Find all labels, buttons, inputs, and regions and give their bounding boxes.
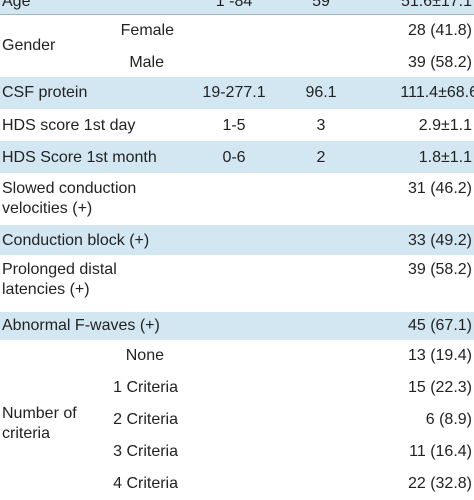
slowed-label-line2: velocities (+) — [2, 200, 93, 217]
block-label: Conduction block (+) — [2, 232, 150, 249]
criteria-3-label: 3 Criteria — [113, 443, 178, 460]
hds-month-range: 0-6 — [222, 149, 246, 166]
hds-day-range: 1-5 — [222, 117, 246, 134]
slowed-value: 31 (46.2) — [407, 180, 472, 197]
criteria-3-value: 11 (16.4) — [409, 443, 472, 460]
distal-label-line2: latencies (+) — [2, 281, 90, 298]
gender-female-value: 28 (41.8) — [407, 22, 472, 39]
table-row-criteria: Number of criteria None 13 (19.4) 1 Crit… — [0, 340, 474, 500]
criteria-none-value: 13 (19.4) — [407, 347, 472, 364]
criteria-1-label: 1 Criteria — [113, 379, 178, 396]
gender-male-label: Male — [129, 54, 164, 71]
table-row-slowed: Slowed conduction velocities (+) 31 (46.… — [0, 173, 474, 225]
criteria-1-value: 15 (22.3) — [407, 379, 472, 396]
table-row-hds-month: HDS Score 1st month 0-6 2 1.8±1.1 — [0, 141, 474, 173]
csf-value: 111.4±68.6 — [400, 84, 474, 101]
fwaves-value: 45 (67.1) — [407, 317, 472, 334]
criteria-4-label: 4 Criteria — [113, 475, 178, 492]
distal-label-line1: Prolonged distal — [2, 261, 117, 278]
distal-value: 39 (58.2) — [407, 261, 472, 278]
fwaves-label: Abnormal F-waves (+) — [2, 317, 160, 334]
hds-day-label: HDS score 1st day — [2, 117, 136, 134]
age-value: 51.6±17.1 — [400, 0, 472, 10]
age-label: Age — [2, 0, 31, 10]
table-row-age: Age 1 -84 59 51.6±17.1 — [0, 0, 474, 14]
table-row-fwaves: Abnormal F-waves (+) 45 (67.1) — [0, 304, 474, 340]
gender-male-value: 39 (58.2) — [407, 54, 472, 71]
table-row-distal: Prolonged distal latencies (+) 39 (58.2) — [0, 255, 474, 304]
slowed-label-line1: Slowed conduction — [2, 180, 137, 197]
age-range: 1 -84 — [215, 0, 253, 10]
criteria-label-line2: criteria — [2, 425, 51, 442]
block-value: 33 (49.2) — [407, 232, 472, 249]
hds-month-value: 1.8±1.1 — [418, 149, 472, 166]
hds-month-label: HDS Score 1st month — [2, 149, 157, 166]
hds-day-value: 2.9±1.1 — [418, 117, 472, 134]
hds-day-median: 3 — [316, 117, 326, 134]
criteria-2-value: 6 (8.9) — [425, 411, 472, 428]
table-row-block: Conduction block (+) 33 (49.2) — [0, 225, 474, 255]
age-median: 59 — [312, 0, 330, 10]
csf-label: CSF protein — [2, 84, 88, 101]
gender-label: Gender — [2, 37, 56, 54]
hds-month-median: 2 — [316, 149, 326, 166]
table-row-csf: CSF protein 19-277.1 96.1 111.4±68.6 — [0, 77, 474, 109]
table-row-gender: Gender Female 28 (41.8) Male 39 (58.2) — [0, 14, 474, 77]
table-row-hds-day: HDS score 1st day 1-5 3 2.9±1.1 — [0, 109, 474, 141]
criteria-4-value: 22 (32.8) — [407, 475, 472, 492]
gender-female-label: Female — [120, 22, 174, 39]
csf-median: 96.1 — [305, 84, 337, 101]
csf-range: 19-277.1 — [202, 84, 266, 101]
criteria-2-label: 2 Criteria — [113, 411, 178, 428]
criteria-none-label: None — [125, 347, 164, 364]
criteria-label-line1: Number of — [2, 405, 77, 422]
